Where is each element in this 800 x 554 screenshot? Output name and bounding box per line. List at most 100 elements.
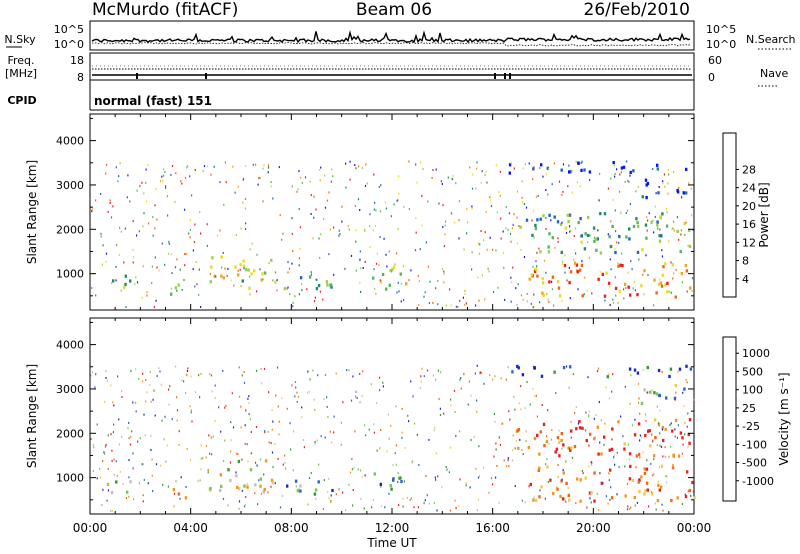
cpid-text: normal (fast) 151 xyxy=(94,94,212,108)
echo-cell xyxy=(597,277,600,281)
echo-cell xyxy=(417,274,419,277)
echo-cell xyxy=(189,229,191,231)
echo-cell xyxy=(208,434,210,437)
echo-cell xyxy=(401,431,403,434)
echo-cell xyxy=(627,179,629,182)
echo-cell xyxy=(390,215,392,218)
echo-cell xyxy=(486,181,488,184)
echo-cell xyxy=(557,280,560,284)
echo-cell xyxy=(584,232,587,236)
echo-cell xyxy=(171,418,173,421)
echo-cell xyxy=(672,453,675,457)
echo-cell xyxy=(659,432,661,435)
echo-cell xyxy=(567,493,570,497)
echo-cell xyxy=(365,163,367,166)
echo-cell xyxy=(654,436,657,440)
echo-cell xyxy=(471,187,474,190)
echo-cell xyxy=(373,208,375,211)
echo-cell xyxy=(562,469,564,472)
echo-cell xyxy=(685,167,688,171)
echo-cell xyxy=(107,434,109,437)
echo-cell xyxy=(121,390,123,393)
echo-cell xyxy=(335,493,337,496)
echo-cell xyxy=(693,398,695,401)
echo-cell xyxy=(498,501,500,504)
echo-cell xyxy=(251,242,253,245)
echo-cell xyxy=(576,181,578,184)
echo-cell xyxy=(604,299,606,302)
echo-cell xyxy=(637,225,640,229)
echo-cell xyxy=(268,262,270,265)
echo-cell xyxy=(132,220,134,223)
echo-cell xyxy=(402,505,404,508)
echo-cell xyxy=(255,426,258,428)
echo-cell xyxy=(555,392,557,395)
echo-cell xyxy=(445,466,447,468)
echo-cell xyxy=(325,280,329,284)
station-title: McMurdo (fitACF) xyxy=(92,0,238,20)
echo-cell xyxy=(460,377,462,379)
echo-cell xyxy=(600,452,603,456)
x-tick-label: 00:00 xyxy=(677,521,712,535)
echo-cell xyxy=(541,404,543,406)
echo-cell xyxy=(628,227,631,231)
echo-cell xyxy=(221,266,223,269)
echo-cell xyxy=(230,439,232,442)
echo-cell xyxy=(147,222,150,225)
echo-cell xyxy=(599,172,601,175)
echo-cell xyxy=(184,264,186,267)
echo-cell xyxy=(435,478,437,481)
echo-cell xyxy=(666,290,669,294)
echo-cell xyxy=(661,212,664,216)
echo-cell xyxy=(520,385,522,388)
echo-cell xyxy=(135,276,137,279)
echo-cell xyxy=(127,427,129,430)
echo-cell xyxy=(652,440,654,443)
echo-cell xyxy=(210,173,212,176)
echo-cell xyxy=(139,185,141,188)
echo-cell xyxy=(352,489,354,491)
echo-cell xyxy=(616,241,618,244)
echo-cell xyxy=(664,185,666,188)
echo-cell xyxy=(677,370,679,373)
echo-cell xyxy=(324,436,326,439)
echo-cell xyxy=(355,167,357,170)
echo-cell xyxy=(663,173,665,176)
echo-cell xyxy=(120,230,122,233)
echo-cell xyxy=(345,509,347,511)
echo-cell xyxy=(661,249,663,252)
echo-cell xyxy=(113,458,115,461)
echo-cell xyxy=(364,230,366,232)
echo-cell xyxy=(645,481,649,485)
echo-cell xyxy=(138,230,140,233)
echo-cell xyxy=(92,470,94,473)
echo-cell xyxy=(645,467,649,471)
echo-cell xyxy=(169,385,171,388)
echo-cell xyxy=(170,292,173,296)
echo-cell xyxy=(658,466,661,469)
echo-cell xyxy=(607,187,609,190)
echo-cell xyxy=(194,285,196,288)
echo-cell xyxy=(569,215,571,217)
echo-cell xyxy=(517,366,520,370)
echo-cell xyxy=(435,378,437,381)
echo-cell xyxy=(624,282,627,286)
echo-cell xyxy=(643,269,646,273)
echo-cell xyxy=(534,223,537,227)
echo-cell xyxy=(638,401,640,404)
echo-cell xyxy=(238,507,240,510)
echo-cell xyxy=(433,502,435,504)
echo-cell xyxy=(168,388,170,391)
echo-cell xyxy=(579,185,581,188)
echo-cell xyxy=(200,372,202,375)
echo-cell xyxy=(594,236,596,239)
echo-cell xyxy=(547,481,549,483)
echo-cell xyxy=(644,413,647,416)
echo-cell xyxy=(588,415,590,418)
echo-cell xyxy=(218,406,220,409)
echo-cell xyxy=(477,242,480,245)
echo-cell xyxy=(210,265,213,269)
echo-cell xyxy=(219,181,221,184)
echo-cell xyxy=(610,496,614,500)
echo-cell xyxy=(660,485,663,489)
